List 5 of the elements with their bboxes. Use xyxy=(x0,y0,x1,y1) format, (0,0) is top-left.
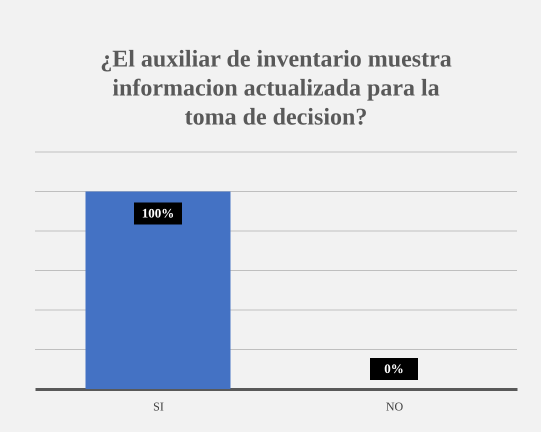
chart-title: ¿El auxiliar de inventario muestra informacion actualizada para la toma de decision? xyxy=(100,46,452,130)
x-tick-label: NO xyxy=(386,400,404,414)
x-tick-label: SI xyxy=(153,400,164,414)
data-label: 0% xyxy=(384,361,404,376)
data-label: 100% xyxy=(142,206,174,220)
